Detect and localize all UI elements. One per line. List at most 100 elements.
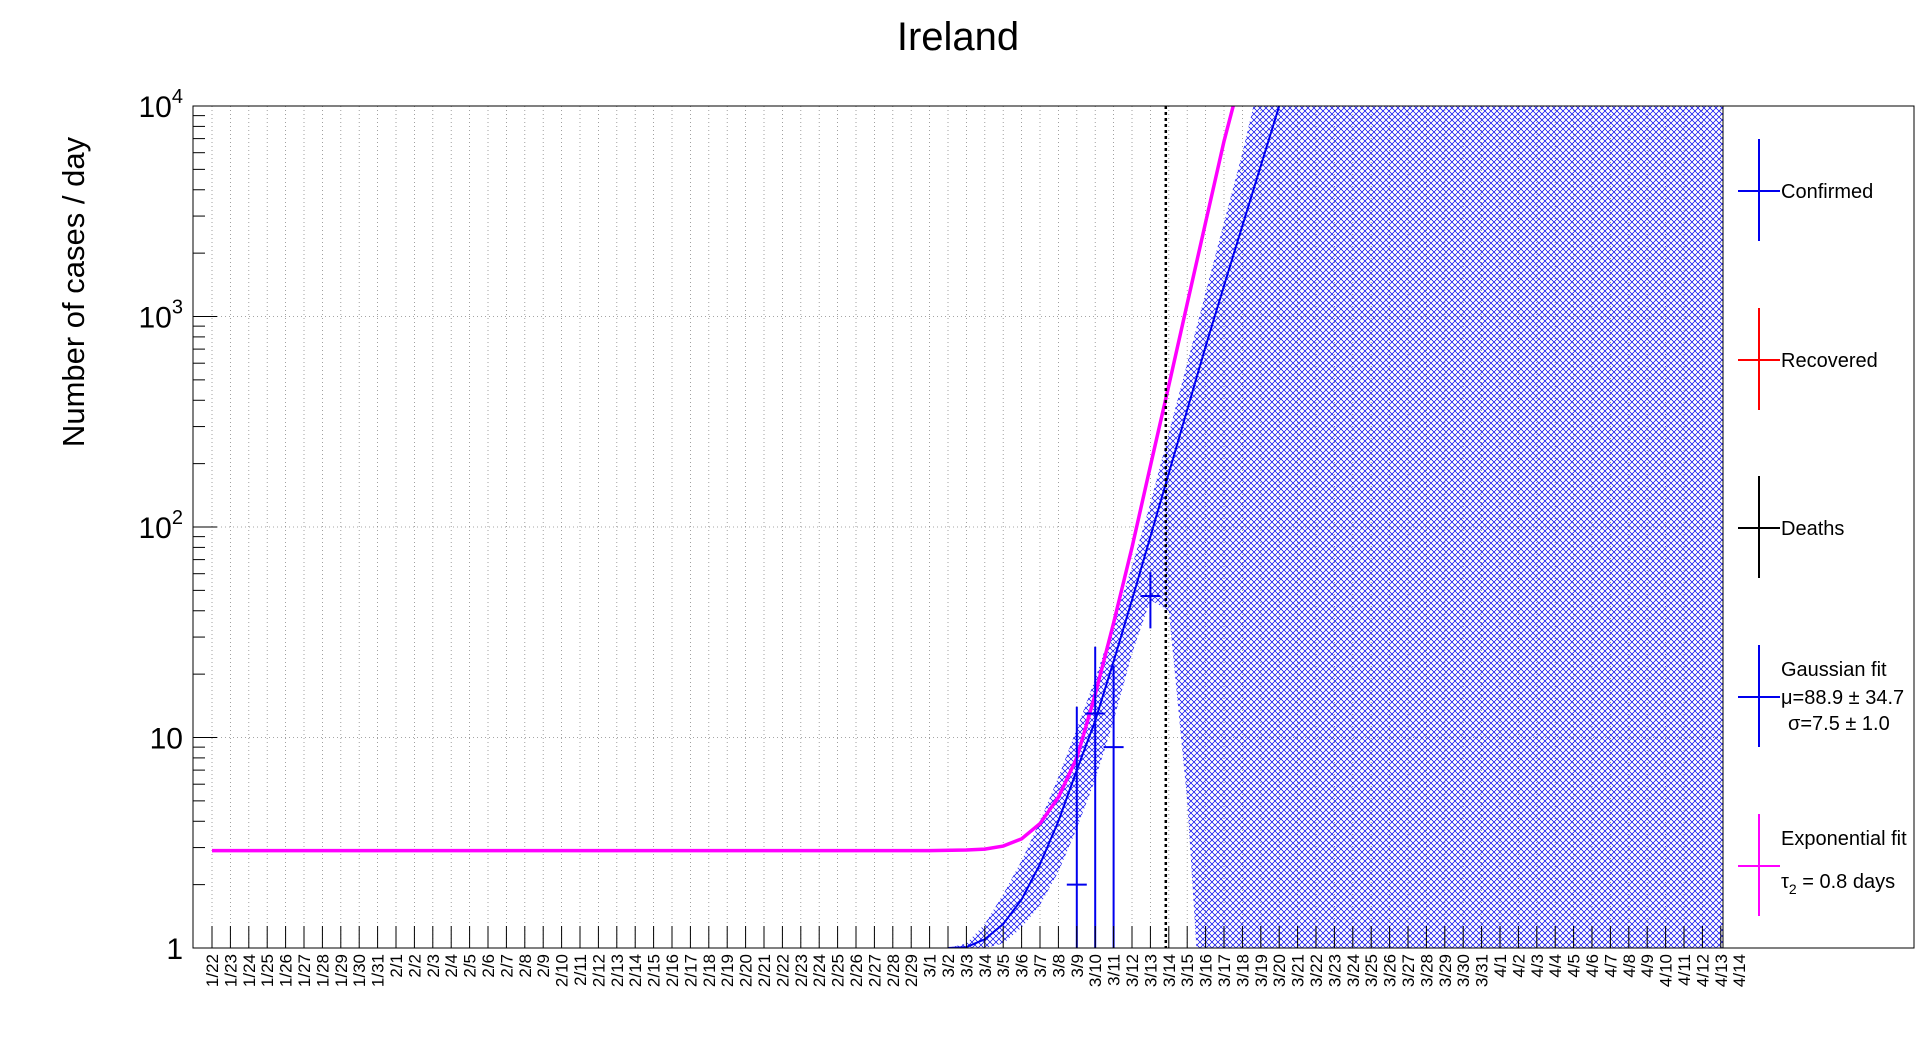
x-tick-label: 2/9 — [534, 954, 553, 978]
gaussian-band-area — [948, 106, 1723, 948]
x-tick-label: 3/16 — [1197, 954, 1216, 987]
x-tick-label: 1/31 — [369, 954, 388, 987]
x-tick-label: 3/31 — [1473, 954, 1492, 987]
x-tick-label: 3/7 — [1031, 954, 1050, 978]
x-tick-label: 4/5 — [1565, 954, 1584, 978]
legend-label: Gaussian fit — [1781, 659, 1887, 681]
legend-label: Exponential fit — [1781, 828, 1907, 850]
x-tick-label: 3/11 — [1105, 954, 1124, 986]
x-tick-label: 3/18 — [1233, 954, 1252, 987]
x-tick-label: 3/19 — [1252, 954, 1271, 987]
x-tick-label: 2/28 — [884, 954, 903, 987]
x-tick-label: 4/2 — [1509, 954, 1528, 978]
legend-sublabel: τ2 = 0.8 days — [1781, 871, 1895, 897]
x-tick-label: 2/1 — [387, 954, 406, 978]
x-tick-label: 3/9 — [1068, 954, 1087, 978]
gaussian-uncertainty-band — [948, 106, 1723, 948]
legend-label: Recovered — [1781, 350, 1878, 372]
x-tick-label: 1/22 — [203, 954, 222, 987]
x-tick-label: 2/20 — [737, 954, 756, 987]
x-tick-label: 2/8 — [516, 954, 535, 978]
x-tick-label: 2/19 — [718, 954, 737, 987]
x-tick-label: 4/10 — [1657, 954, 1676, 987]
x-tick-label: 1/29 — [332, 954, 351, 987]
x-tick-label: 3/27 — [1399, 954, 1418, 987]
x-tick-label: 3/14 — [1160, 954, 1179, 987]
legend-label: Confirmed — [1781, 181, 1873, 203]
x-tick-label: 3/21 — [1289, 954, 1308, 987]
y-tick-label: 103 — [139, 297, 184, 335]
x-tick-label: 2/12 — [589, 954, 608, 987]
x-tick-label: 4/9 — [1638, 954, 1657, 978]
y-axis-label: Number of cases / day — [56, 136, 91, 447]
y-tick-label: 104 — [139, 86, 184, 124]
x-tick-label: 2/3 — [424, 954, 443, 978]
x-tick-label: 3/5 — [994, 954, 1013, 978]
x-tick-label: 1/24 — [240, 954, 259, 987]
x-tick-label: 3/28 — [1417, 954, 1436, 987]
confirmed-points — [1066, 572, 1161, 948]
x-tick-label: 2/23 — [792, 954, 811, 987]
x-tick-label: 2/27 — [865, 954, 884, 987]
x-tick-label: 4/6 — [1583, 954, 1602, 978]
legend-sublabel: μ=88.9 ± 34.7 — [1781, 687, 1904, 709]
x-tick-label: 2/13 — [608, 954, 627, 987]
x-tick-label: 1/26 — [277, 954, 296, 987]
x-tick-label: 2/2 — [405, 954, 424, 978]
x-tick-label: 3/15 — [1178, 954, 1197, 987]
x-tick-label: 3/23 — [1325, 954, 1344, 987]
x-tick-label: 1/23 — [221, 954, 240, 987]
x-tick-label: 2/18 — [700, 954, 719, 987]
x-tick-label: 4/8 — [1620, 954, 1639, 978]
x-tick-label: 1/25 — [258, 954, 277, 987]
x-tick-label: 3/12 — [1123, 954, 1142, 987]
x-tick-label: 2/26 — [847, 954, 866, 987]
x-tick-label: 3/26 — [1381, 954, 1400, 987]
x-tick-label: 3/30 — [1454, 954, 1473, 987]
x-tick-label: 2/25 — [829, 954, 848, 987]
fit-curves — [212, 106, 1281, 948]
legend-label: Deaths — [1781, 518, 1844, 540]
y-tick-label: 10 — [150, 723, 183, 756]
exponential-fit-curve — [212, 106, 1235, 853]
x-tick-label: 3/20 — [1270, 954, 1289, 987]
x-tick-label: 2/11 — [571, 954, 590, 986]
y-axis-ticks: 1 10 102 103 104 — [139, 86, 217, 966]
x-tick-label: 3/29 — [1436, 954, 1455, 987]
x-tick-label: 3/3 — [957, 954, 976, 978]
x-axis-ticks: 1/22 1/23 1/24 1/25 1/26 1/27 1/28 1/29 1/30 1/31… — [203, 926, 1749, 987]
x-tick-label: 2/24 — [810, 954, 829, 987]
x-tick-label: 3/22 — [1307, 954, 1326, 987]
x-tick-label: 2/15 — [645, 954, 664, 987]
x-tick-label: 3/17 — [1215, 954, 1234, 987]
x-tick-label: 4/3 — [1528, 954, 1547, 978]
x-tick-label: 2/22 — [773, 954, 792, 987]
chart-title: Ireland — [897, 15, 1019, 59]
x-tick-label: 2/16 — [663, 954, 682, 987]
x-tick-label: 1/27 — [295, 954, 314, 987]
x-tick-label: 2/14 — [626, 954, 645, 987]
x-tick-label: 3/24 — [1344, 954, 1363, 987]
x-tick-label: 1/28 — [313, 954, 332, 987]
y-tick-label: 1 — [166, 933, 183, 966]
x-tick-label: 2/10 — [553, 954, 572, 987]
x-tick-label: 2/29 — [902, 954, 921, 987]
x-tick-label: 3/10 — [1086, 954, 1105, 987]
x-tick-label: 4/13 — [1712, 954, 1731, 987]
x-tick-label: 4/1 — [1491, 954, 1510, 978]
x-tick-label: 3/4 — [976, 954, 995, 978]
x-tick-label: 2/21 — [755, 954, 774, 987]
x-tick-label: 2/4 — [442, 954, 461, 978]
x-tick-label: 1/30 — [350, 954, 369, 987]
x-tick-label: 4/7 — [1601, 954, 1620, 978]
x-tick-label: 2/5 — [461, 954, 480, 978]
x-tick-label: 4/11 — [1675, 954, 1694, 986]
x-tick-label: 2/6 — [479, 954, 498, 978]
x-tick-label: 3/13 — [1141, 954, 1160, 987]
x-tick-label: 2/17 — [681, 954, 700, 987]
x-tick-label: 2/7 — [497, 954, 516, 978]
x-tick-label: 4/12 — [1693, 954, 1712, 987]
x-tick-label: 3/1 — [921, 954, 940, 978]
gaussian-fit-curve — [947, 106, 1281, 948]
